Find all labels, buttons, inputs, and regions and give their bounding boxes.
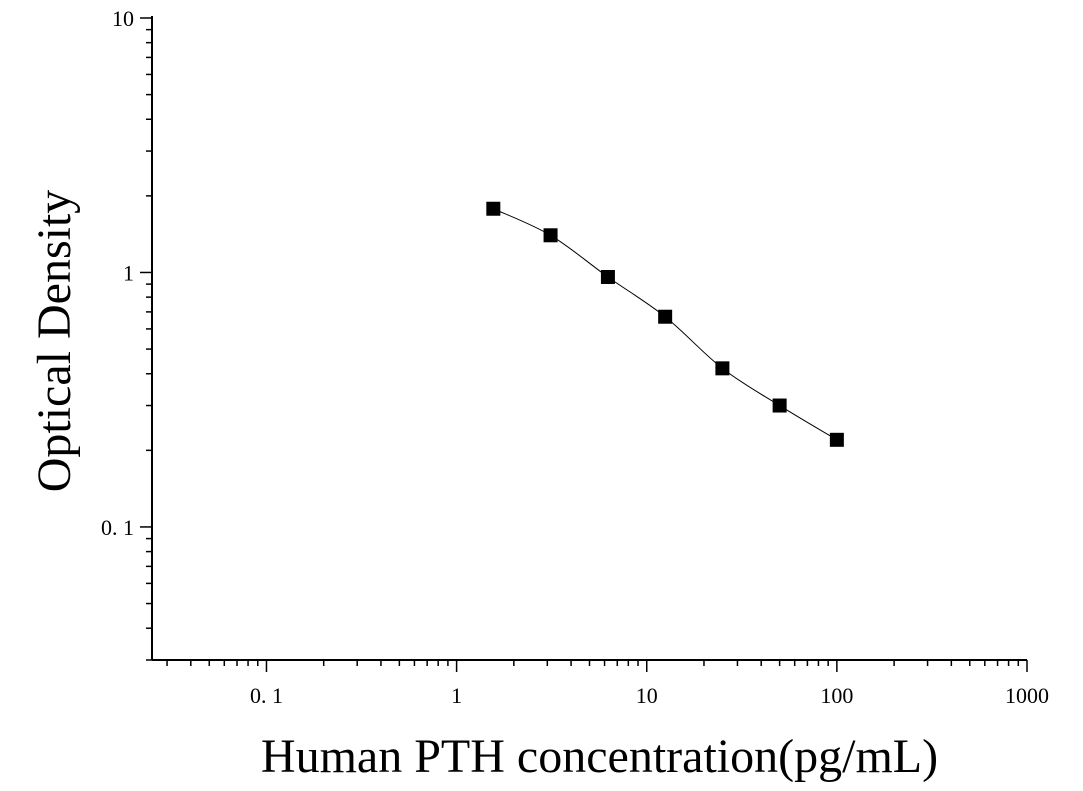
y-tick-label: 0. 1 — [101, 515, 134, 540]
axes — [151, 16, 1027, 661]
x-tick-label: 100 — [820, 683, 853, 708]
y-tick-label: 1 — [123, 260, 134, 285]
x-tick-label: 1 — [451, 683, 462, 708]
x-tick-label: 0. 1 — [250, 683, 283, 708]
data-point — [658, 309, 673, 324]
data-point — [715, 361, 730, 376]
x-tick-label: 10 — [636, 683, 658, 708]
ticks — [140, 17, 1028, 672]
data-point — [829, 432, 844, 447]
x-tick-label: 1000 — [1005, 683, 1049, 708]
data-point — [772, 398, 787, 413]
tick-labels: 0. 1 1 10 100 1000 0. 1 1 10 — [101, 6, 1049, 708]
y-tick-label: 10 — [112, 6, 134, 31]
data-markers — [486, 201, 844, 447]
data-point — [600, 269, 615, 284]
x-axis-title: Human PTH concentration(pg/mL) — [261, 730, 938, 783]
y-axis-title: Optical Density — [28, 190, 81, 493]
data-point — [486, 201, 501, 216]
data-point — [543, 228, 558, 243]
